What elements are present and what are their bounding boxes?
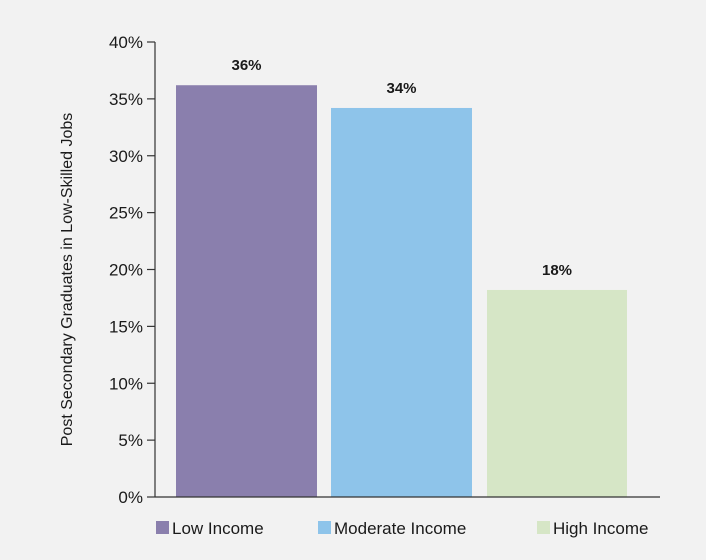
data-labels-group: 36% 34% 18%	[231, 57, 572, 279]
y-tick-label: 10%	[109, 374, 143, 393]
y-axis-ticks: 0% 5% 10% 15% 20% 25% 30% 35% 40%	[109, 33, 155, 507]
data-label: 34%	[386, 80, 416, 97]
bar-moderate-income	[331, 107, 472, 497]
legend: Low Income Moderate Income High Income	[156, 519, 648, 538]
y-tick-label: 35%	[109, 90, 143, 109]
bars-group	[176, 85, 627, 497]
bar-high-income	[487, 289, 627, 497]
data-label: 18%	[542, 262, 572, 279]
legend-swatch	[156, 521, 169, 534]
y-tick-label: 0%	[118, 488, 143, 507]
legend-swatch	[537, 521, 550, 534]
y-tick-label: 20%	[109, 261, 143, 280]
y-tick-label: 15%	[109, 317, 143, 336]
bar-low-income	[176, 85, 317, 497]
y-tick-label: 30%	[109, 147, 143, 166]
legend-label: Low Income	[172, 519, 264, 538]
data-label: 36%	[231, 57, 261, 74]
legend-label: Moderate Income	[334, 519, 466, 538]
legend-swatch	[318, 521, 331, 534]
y-tick-label: 25%	[109, 204, 143, 223]
legend-label: High Income	[553, 519, 648, 538]
y-axis-title: Post Secondary Graduates in Low-Skilled …	[59, 113, 76, 447]
y-tick-label: 40%	[109, 33, 143, 52]
y-tick-label: 5%	[118, 431, 143, 450]
